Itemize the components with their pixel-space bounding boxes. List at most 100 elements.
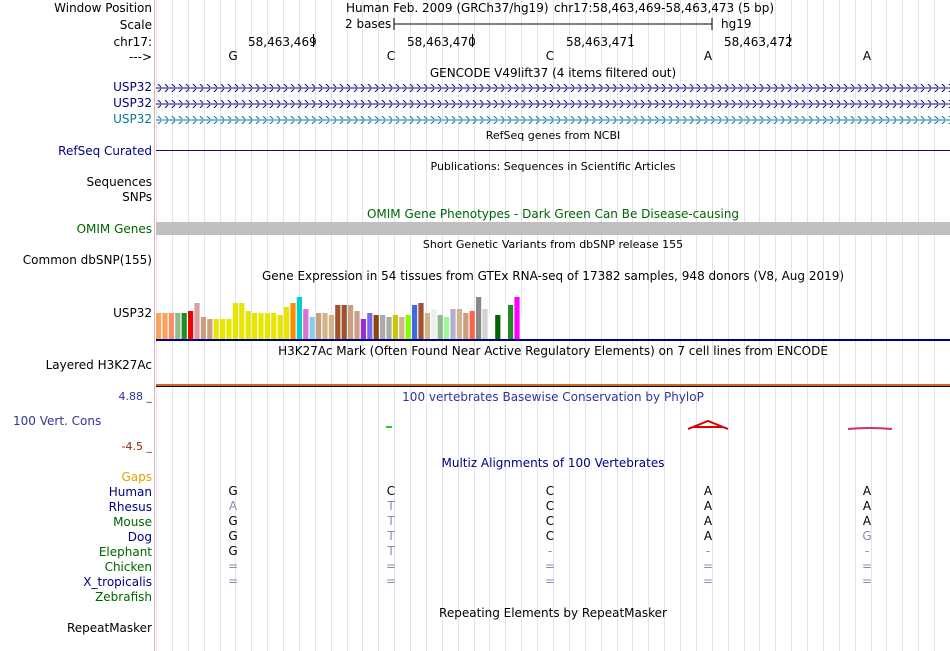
h3k27ac-signal-line[interactable] [156, 384, 950, 386]
omim-gene-bar[interactable] [156, 222, 950, 235]
gtex-tissue-bar[interactable] [290, 303, 296, 339]
gtex-tissue-bar[interactable] [188, 311, 194, 339]
gtex-tissue-bar[interactable] [252, 313, 258, 339]
gtex-tissue-bar[interactable] [418, 303, 424, 339]
species-label[interactable]: Mouse [113, 515, 152, 529]
species-label[interactable]: Dog [127, 530, 152, 544]
gtex-tissue-bar[interactable] [514, 297, 520, 339]
gtex-tissue-bar[interactable] [232, 303, 238, 339]
gtex-tissue-bar[interactable] [258, 313, 264, 339]
publications-track-title[interactable]: Publications: Sequences in Scientific Ar… [430, 160, 676, 173]
gaps-label[interactable]: Gaps [121, 470, 152, 484]
gtex-tissue-bar[interactable] [495, 315, 501, 339]
gtex-tissue-bar[interactable] [245, 311, 251, 339]
species-label[interactable]: Human [108, 485, 152, 499]
gtex-tissue-bar[interactable] [309, 317, 315, 339]
gtex-tissue-bar[interactable] [456, 309, 462, 339]
grid-line [251, 0, 252, 651]
publications-label[interactable]: Sequences [86, 175, 152, 189]
gtex-tissue-bar[interactable] [469, 311, 475, 339]
phylop-label[interactable]: 100 Vert. Cons [13, 414, 102, 428]
gtex-tissue-bar[interactable] [501, 303, 507, 339]
gtex-tissue-bar[interactable] [424, 313, 430, 339]
coord-tick: 58,463,472 [724, 35, 793, 49]
gtex-tissue-bar[interactable] [437, 315, 443, 339]
gtex-tissue-bar[interactable] [360, 319, 366, 339]
gencode-usp32-label[interactable]: USP32 [113, 80, 152, 94]
gtex-tissue-bar[interactable] [303, 309, 309, 339]
phylop-signal[interactable] [156, 418, 950, 434]
gtex-gene-label[interactable]: USP32 [113, 306, 152, 320]
dbsnp-track-title[interactable]: Short Genetic Variants from dbSNP releas… [422, 238, 684, 251]
phylop-track-title[interactable]: 100 vertebrates Basewise Conservation by… [402, 390, 704, 404]
gtex-tissue-bar[interactable] [335, 305, 341, 339]
gencode-gene-models[interactable] [156, 80, 950, 128]
gtex-tissue-bar[interactable] [328, 315, 334, 339]
gtex-tissue-bar[interactable] [520, 317, 526, 339]
refseq-curated-label[interactable]: RefSeq Curated [58, 144, 152, 158]
gtex-tissue-bar[interactable] [527, 311, 533, 339]
repeatmasker-label[interactable]: RepeatMasker [66, 621, 152, 635]
species-label[interactable]: Chicken [104, 560, 152, 574]
gencode-usp32-label[interactable]: USP32 [113, 112, 152, 126]
gtex-tissue-bar[interactable] [156, 313, 162, 339]
gtex-track-title[interactable]: Gene Expression in 54 tissues from GTEx … [261, 269, 845, 283]
gtex-tissue-bar[interactable] [392, 315, 398, 339]
refseq-gene-line[interactable] [156, 150, 950, 151]
gtex-tissue-bar[interactable] [296, 297, 302, 339]
species-label[interactable]: Zebrafish [95, 590, 152, 604]
gtex-tissue-bar[interactable] [488, 315, 494, 339]
common-dbsnp-label[interactable]: Common dbSNP(155) [22, 253, 152, 267]
repeatmasker-track-title[interactable]: Repeating Elements by RepeatMasker [439, 606, 667, 620]
omim-genes-label[interactable]: OMIM Genes [76, 222, 152, 236]
h3k27ac-label[interactable]: Layered H3K27Ac [45, 358, 152, 372]
gtex-tissue-bar[interactable] [412, 305, 418, 339]
gtex-tissue-bar[interactable] [508, 305, 514, 339]
gtex-tissue-bar[interactable] [175, 313, 181, 339]
gtex-tissue-bar[interactable] [341, 305, 347, 339]
gtex-tissue-bar[interactable] [450, 309, 456, 339]
refseq-track-title[interactable]: RefSeq genes from NCBI [485, 129, 621, 142]
gtex-tissue-bar[interactable] [476, 297, 482, 339]
aligned-base: G [228, 484, 238, 498]
gtex-tissue-bar[interactable] [316, 313, 322, 339]
gtex-tissue-bar[interactable] [213, 319, 219, 339]
gtex-tissue-bar[interactable] [220, 319, 226, 339]
gencode-usp32-label[interactable]: USP32 [113, 96, 152, 110]
gtex-tissue-bar[interactable] [271, 313, 277, 339]
gtex-tissue-bar[interactable] [284, 307, 290, 339]
gtex-tissue-bar[interactable] [264, 313, 270, 339]
gtex-tissue-bar[interactable] [431, 309, 437, 339]
gtex-tissue-bar[interactable] [463, 313, 469, 339]
multiz-track-title[interactable]: Multiz Alignments of 100 Vertebrates [441, 456, 665, 470]
gtex-tissue-bar[interactable] [162, 313, 168, 339]
gtex-tissue-bar[interactable] [482, 309, 488, 339]
species-label[interactable]: X_tropicalis [83, 575, 152, 589]
aligned-base: - [705, 544, 711, 558]
gtex-tissue-bar[interactable] [348, 305, 354, 339]
snps-label[interactable]: SNPs [122, 190, 152, 204]
gtex-tissue-bar[interactable] [399, 317, 405, 339]
gtex-tissue-bar[interactable] [405, 315, 411, 339]
species-label[interactable]: Elephant [98, 545, 152, 559]
gtex-tissue-bar[interactable] [239, 303, 245, 339]
gtex-tissue-bar[interactable] [380, 315, 386, 339]
gtex-tissue-bar[interactable] [386, 317, 392, 339]
gtex-tissue-bar[interactable] [367, 313, 373, 339]
gtex-tissue-bar[interactable] [194, 303, 200, 339]
gtex-bar-chart[interactable] [156, 284, 950, 342]
h3k27ac-track-title[interactable]: H3K27Ac Mark (Often Found Near Active Re… [278, 344, 828, 358]
gtex-tissue-bar[interactable] [168, 313, 174, 339]
gtex-tissue-bar[interactable] [444, 317, 450, 339]
species-label[interactable]: Rhesus [108, 500, 152, 514]
gtex-tissue-bar[interactable] [322, 313, 328, 339]
gtex-tissue-bar[interactable] [354, 311, 360, 339]
gtex-tissue-bar[interactable] [200, 317, 206, 339]
gtex-tissue-bar[interactable] [277, 315, 283, 339]
omim-track-title[interactable]: OMIM Gene Phenotypes - Dark Green Can Be… [366, 207, 740, 221]
gtex-tissue-bar[interactable] [226, 319, 232, 339]
gtex-tissue-bar[interactable] [207, 319, 213, 339]
gencode-track-title[interactable]: GENCODE V49lift37 (4 items filtered out) [429, 66, 677, 80]
gtex-tissue-bar[interactable] [373, 315, 379, 339]
gtex-tissue-bar[interactable] [181, 313, 187, 339]
